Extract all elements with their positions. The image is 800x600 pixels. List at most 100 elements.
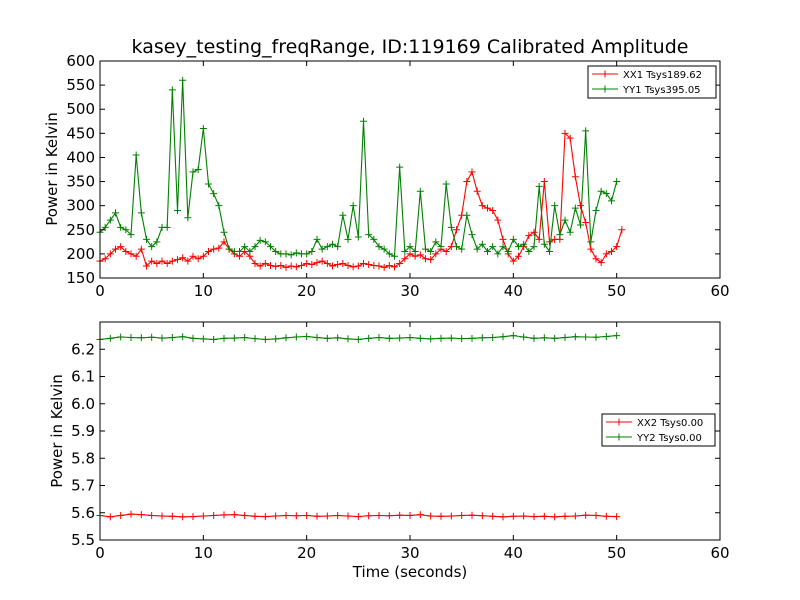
y-tick-label: 5.6 — [71, 504, 95, 522]
legend-marker — [615, 433, 623, 441]
data-point — [561, 216, 569, 224]
series-2 — [96, 76, 621, 260]
y-tick-label: 5.5 — [71, 531, 95, 549]
data-point — [246, 247, 254, 255]
data-point — [391, 252, 398, 260]
data-point — [282, 263, 290, 271]
data-point — [520, 333, 528, 341]
data-point — [396, 511, 404, 519]
data-point — [551, 334, 559, 342]
legend-box — [601, 413, 716, 447]
data-point — [401, 247, 409, 255]
data-point — [122, 226, 130, 234]
data-point — [561, 129, 569, 137]
data-point — [127, 510, 135, 518]
data-point — [375, 262, 383, 270]
data-point — [437, 334, 445, 342]
data-point — [127, 250, 135, 258]
data-point — [360, 260, 367, 268]
data-point — [251, 260, 259, 268]
data-point — [380, 263, 388, 271]
data-point — [546, 247, 553, 255]
data-point — [427, 335, 435, 343]
data-point — [613, 243, 621, 251]
data-point — [313, 334, 321, 342]
data-point — [582, 219, 590, 227]
data-point — [168, 334, 176, 342]
x-tick-label: 20 — [297, 544, 316, 562]
data-point — [194, 166, 202, 173]
data-point — [251, 243, 259, 251]
x-tick-label: 30 — [400, 544, 419, 562]
data-point — [571, 173, 579, 181]
legend: XX1 Tsys189.62 YY1 Tsys395.05 — [587, 65, 717, 99]
data-point — [199, 125, 207, 133]
chart-panel-1: 0 10 20 30 40 50 60 150 200 250 300 350 400 450 500 550… — [43, 52, 730, 300]
data-point — [272, 335, 280, 343]
data-point — [530, 243, 538, 251]
data-point — [241, 511, 249, 519]
data-point — [122, 247, 130, 255]
data-point — [256, 262, 264, 270]
y-tick-label: 6.2 — [71, 340, 95, 358]
y-axis-label: Power in Kelvin — [43, 112, 61, 226]
data-point — [499, 235, 507, 243]
data-point — [189, 168, 197, 176]
data-point — [478, 202, 486, 210]
data-point — [344, 512, 352, 520]
data-point — [313, 512, 321, 520]
y-axis-label: Power in Kelvin — [48, 374, 66, 488]
data-point — [318, 257, 326, 265]
legend-marker — [615, 418, 623, 426]
data-point — [458, 511, 466, 519]
data-point — [287, 251, 295, 259]
data-point — [179, 254, 187, 262]
data-point — [179, 76, 187, 84]
data-point — [375, 243, 383, 251]
data-point — [587, 245, 595, 253]
data-point — [205, 247, 212, 255]
data-point — [416, 334, 424, 342]
data-point — [261, 238, 269, 246]
data-point — [453, 226, 460, 234]
data-point — [416, 187, 424, 195]
y-tick-label: 250 — [66, 221, 95, 239]
data-point — [215, 244, 223, 252]
data-point — [344, 335, 352, 343]
data-point — [618, 226, 626, 234]
data-point — [132, 252, 140, 260]
data-point — [468, 334, 476, 342]
data-point — [571, 512, 579, 520]
data-point — [137, 334, 145, 342]
data-point — [137, 245, 145, 253]
data-point — [484, 247, 491, 255]
data-point — [292, 512, 300, 520]
data-point — [210, 511, 218, 519]
data-point — [308, 247, 316, 255]
data-point — [303, 260, 311, 268]
data-point — [101, 255, 109, 263]
data-point — [365, 231, 373, 239]
data-point — [509, 235, 517, 243]
data-point — [613, 178, 621, 186]
data-point — [520, 240, 528, 248]
x-tick-label: 10 — [194, 544, 213, 562]
data-point — [101, 223, 109, 231]
series-1 — [96, 129, 626, 271]
legend-entry-label: XX1 Tsys189.62 — [623, 70, 702, 81]
chart-title: kasey_testing_freqRange, ID:119169 Calib… — [132, 36, 689, 58]
data-point — [478, 240, 486, 248]
data-point — [473, 245, 481, 253]
data-point — [220, 511, 228, 519]
data-point — [303, 332, 311, 340]
data-point — [535, 182, 543, 190]
data-point — [251, 335, 259, 343]
data-point — [370, 235, 378, 243]
data-point — [137, 511, 145, 519]
data-point — [292, 263, 300, 271]
y-tick-label: 5.9 — [71, 422, 95, 440]
data-point — [608, 197, 615, 205]
legend-entry-label: XX2 Tsys0.00 — [637, 418, 703, 429]
data-point — [210, 335, 218, 343]
data-point — [236, 247, 243, 255]
